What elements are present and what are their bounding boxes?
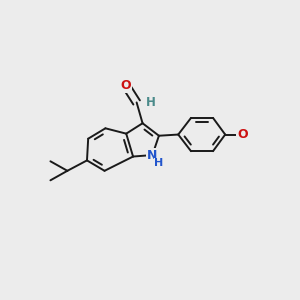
Text: O: O (237, 128, 248, 141)
Text: N: N (147, 148, 158, 162)
Text: H: H (146, 96, 156, 109)
Text: O: O (120, 79, 131, 92)
Text: H: H (154, 158, 164, 168)
